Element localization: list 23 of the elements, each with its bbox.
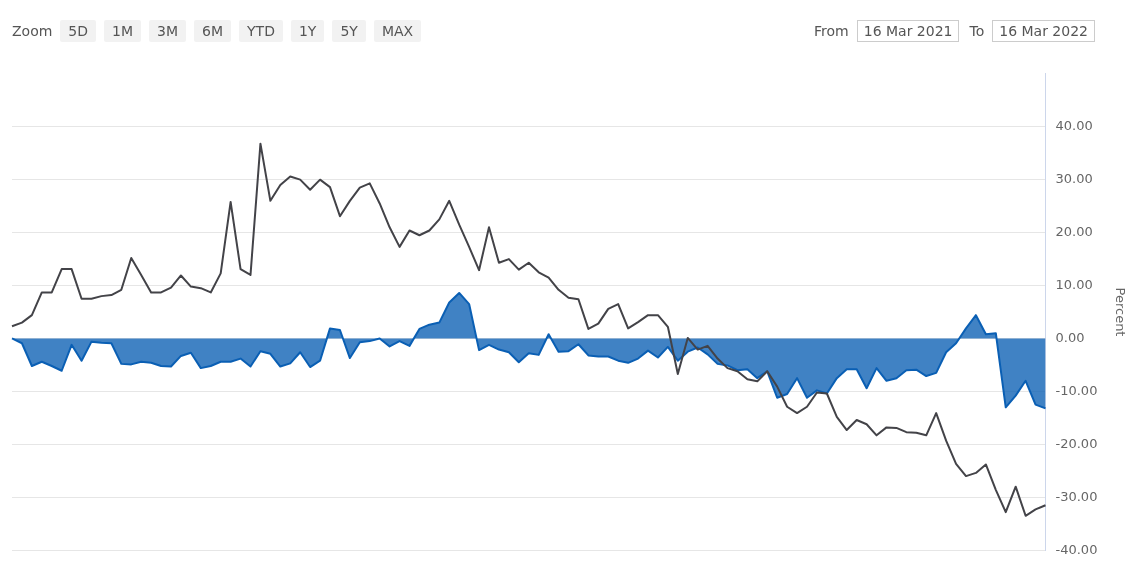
y-axis-title: Percent (1112, 287, 1128, 337)
y-tick-label: 40.00 (1055, 118, 1093, 134)
y-tick-label: 30.00 (1055, 171, 1093, 187)
y-tick-label: -20.00 (1055, 435, 1098, 451)
text: Zoom (12, 23, 53, 39)
text: 6M (194, 20, 232, 42)
text: 16 Mar 2022 (992, 20, 1095, 42)
y-tick-label: -10.00 (1055, 382, 1098, 398)
text: 1Y (290, 20, 325, 42)
y-tick-label: -30.00 (1055, 488, 1098, 504)
text: To (969, 23, 985, 39)
text: 3M (149, 20, 187, 42)
text: 16 Mar 2021 (856, 20, 960, 42)
y-tick-label: -40.00 (1055, 541, 1098, 557)
y-tick-label: 10.00 (1055, 276, 1093, 292)
text: YTD (239, 20, 283, 42)
text: 1M (104, 20, 142, 42)
text: MAX (373, 20, 422, 42)
y-tick-label: 0.00 (1055, 329, 1085, 345)
text: 5Y (332, 20, 366, 42)
text: From (814, 23, 849, 39)
y-tick-label: 20.00 (1055, 223, 1093, 239)
text: 5D (60, 20, 97, 42)
